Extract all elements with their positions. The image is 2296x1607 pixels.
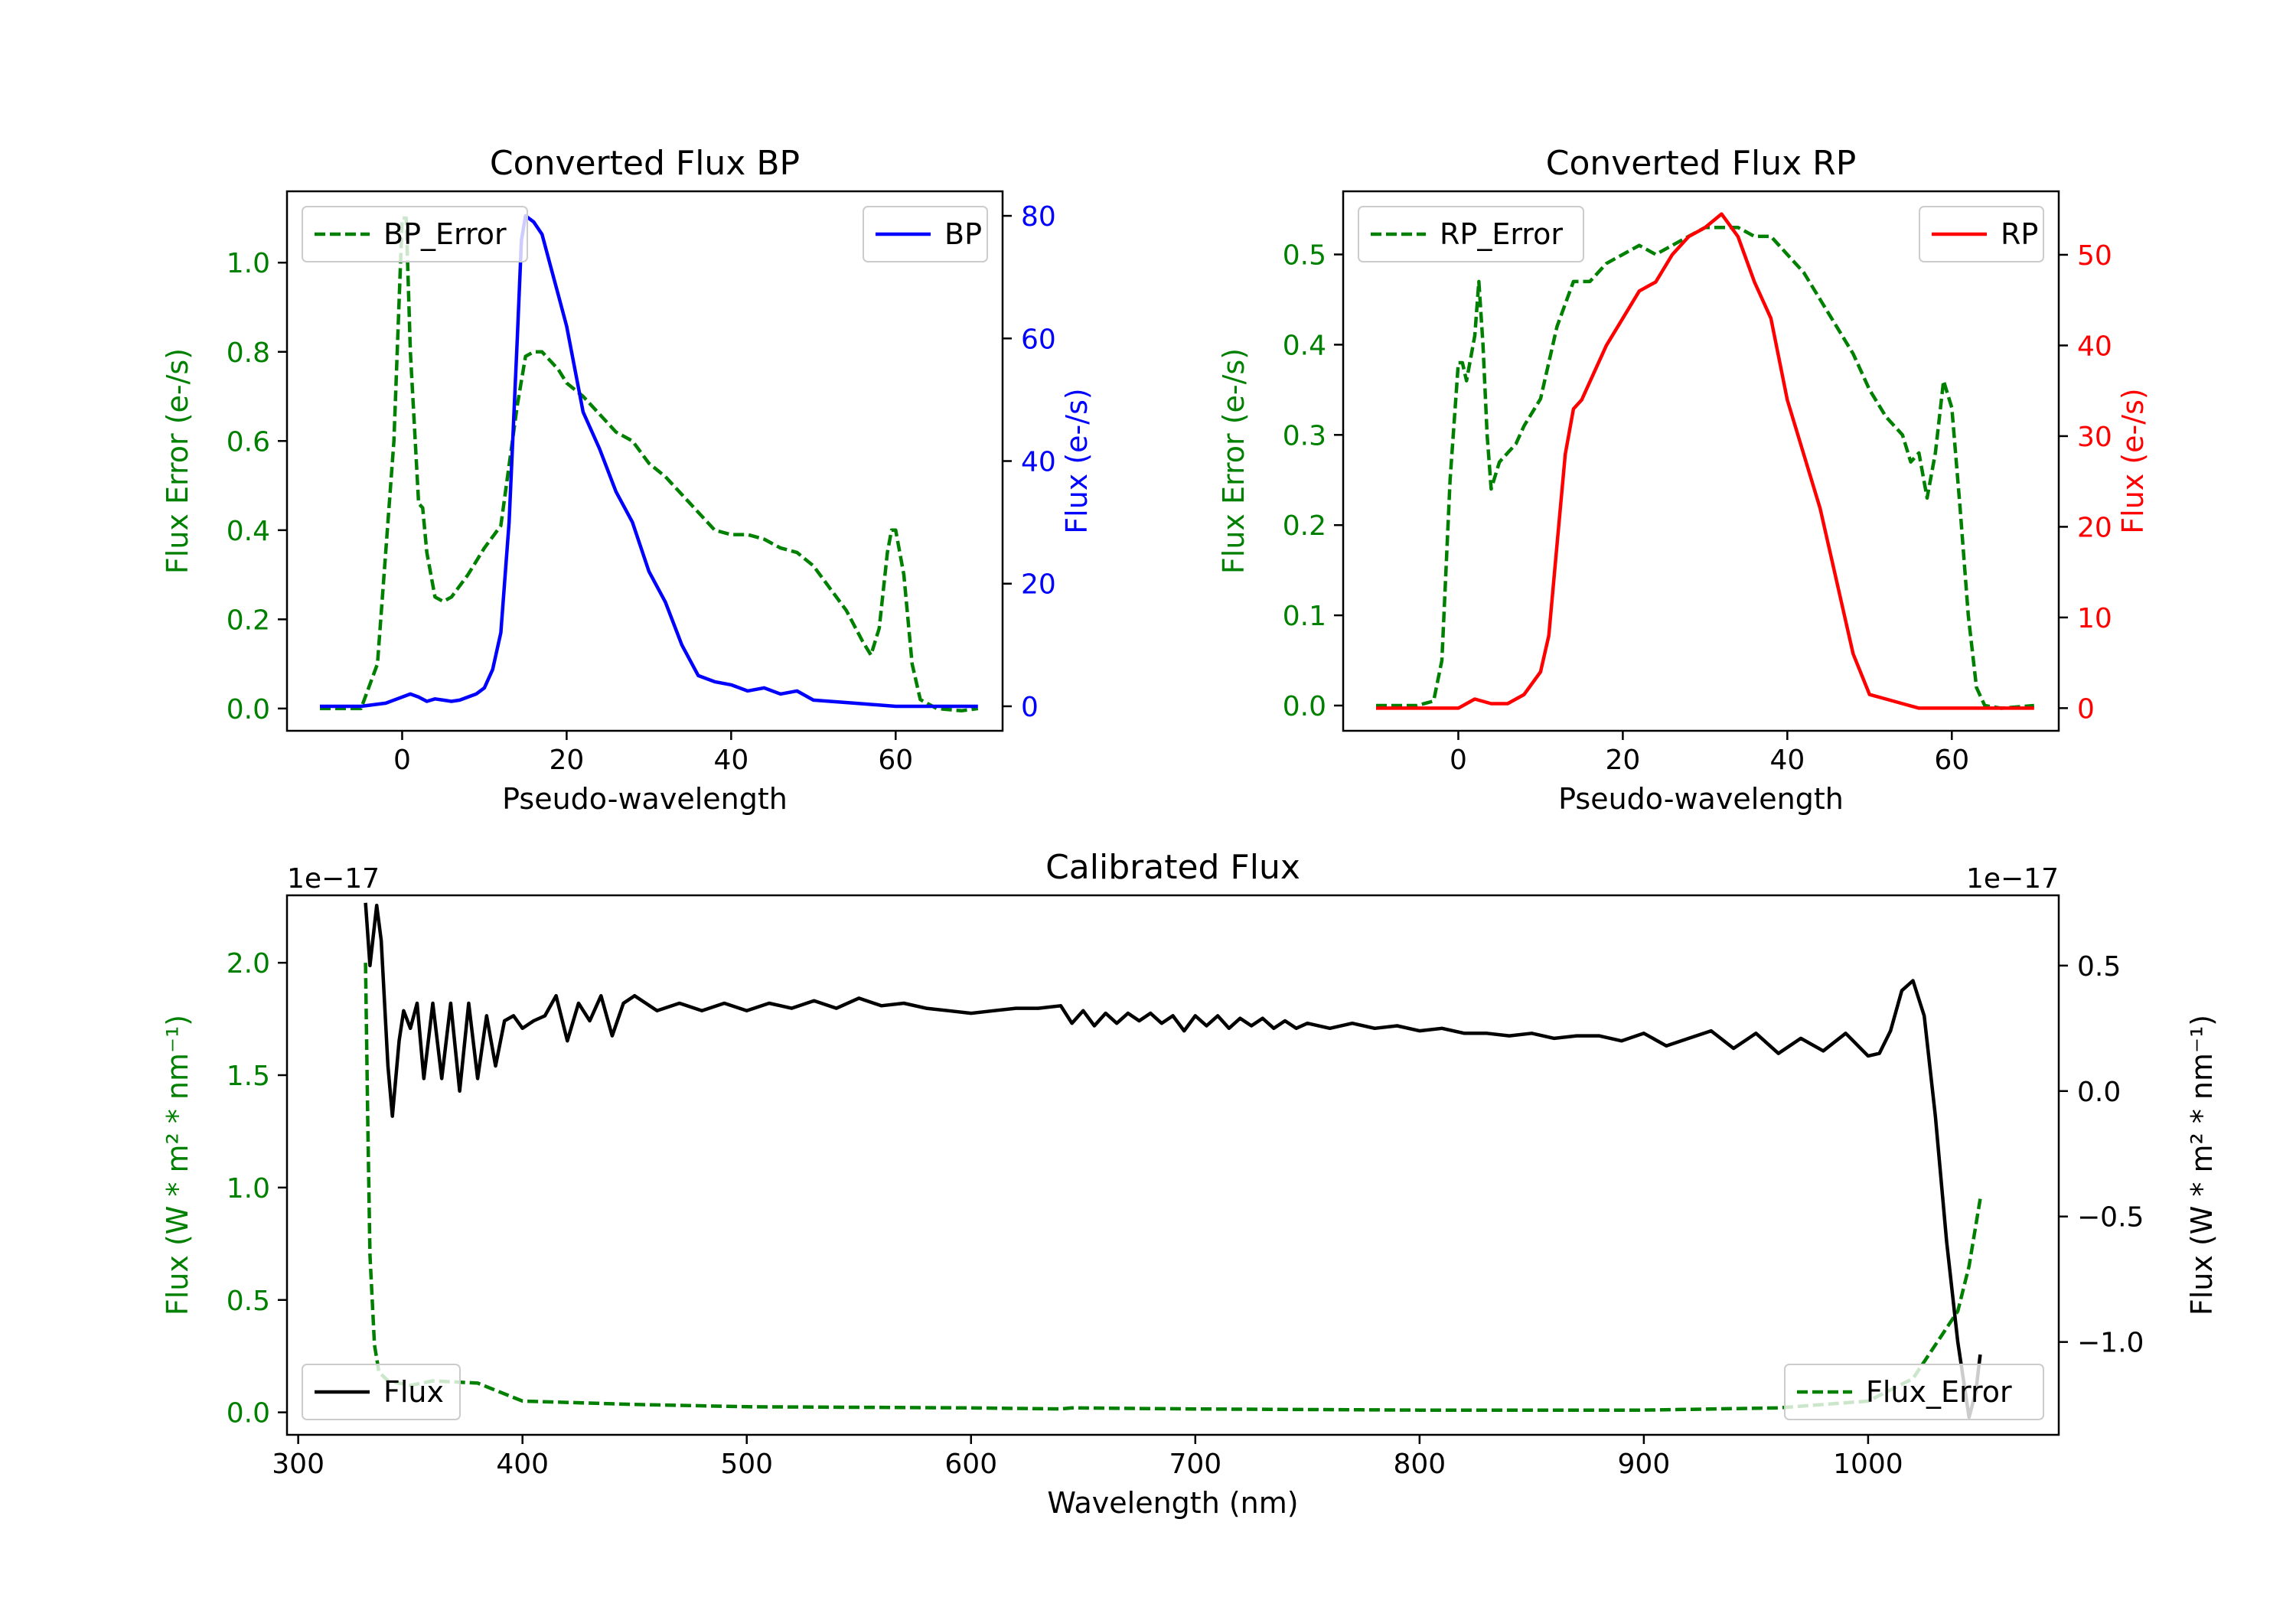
- bp-right-ytick-label: 40: [1021, 447, 1056, 478]
- bp-legend-bp: BP: [863, 206, 988, 262]
- calibrated-left-ytick-label: 2.0: [227, 948, 270, 980]
- rp-title: Converted Flux RP: [1546, 144, 1857, 183]
- bp-xtick-label: 40: [713, 745, 748, 776]
- calibrated-legend-label: Flux: [383, 1375, 444, 1409]
- calibrated-xtick-label: 500: [720, 1449, 773, 1480]
- rp-chart: Converted Flux RP 0 20 40 60 Pseudo-wavelengt…: [1217, 144, 2150, 816]
- bp-left-ytick-label: 0.8: [227, 337, 270, 369]
- rp-axes-frame: [1342, 190, 2060, 732]
- bp-left-ytick-label: 0.6: [227, 426, 270, 458]
- calibrated-xlabel: Wavelength (nm): [1047, 1486, 1298, 1520]
- rp-xtick-label: 60: [1934, 745, 1969, 776]
- rp-xlabel: Pseudo-wavelength: [1558, 782, 1844, 816]
- bp-title: Converted Flux BP: [490, 144, 800, 183]
- bp-chart: Converted Flux BP 0 20 40 60 Pseudo-wavelengt…: [161, 144, 1094, 816]
- bp-left-ytick-label: 0.4: [227, 516, 270, 547]
- rp-xtick-label: 20: [1605, 745, 1640, 776]
- rp-legend-label: RP_Error: [1440, 217, 1563, 251]
- bp-xtick-label: 0: [393, 745, 411, 776]
- bp-legend-label: BP: [944, 217, 982, 251]
- bp-left-ytick-label: 0.2: [227, 605, 270, 636]
- calibrated-right-ytick-label: −0.5: [2077, 1202, 2144, 1234]
- bp-right-ylabel: Flux (e-/s): [1060, 388, 1094, 533]
- bp-left-ytick-label: 0.0: [227, 694, 270, 725]
- calibrated-legend-flux-error: Flux_Error: [1784, 1364, 2044, 1420]
- bp-left-ytick-label: 1.0: [227, 248, 270, 279]
- bp-right-ytick-label: 80: [1021, 201, 1056, 233]
- rp-right-ytick-label: 30: [2077, 422, 2112, 453]
- calibrated-left-offset-text: 1e−17: [287, 863, 380, 895]
- calibrated-left-ytick-label: 0.0: [227, 1398, 270, 1429]
- rp-right-ytick-label: 10: [2077, 603, 2112, 634]
- calibrated-right-ytick-label: −1.0: [2077, 1328, 2144, 1359]
- calibrated-right-ytick-label: 0.0: [2077, 1077, 2121, 1108]
- bp-legend-bp-error: BP_Error: [302, 206, 528, 262]
- rp-xtick-label: 40: [1769, 745, 1805, 776]
- rp-left-ytick-label: 0.4: [1283, 330, 1326, 361]
- rp-left-ylabel: Flux Error (e-/s): [1217, 348, 1251, 574]
- calibrated-left-ytick-label: 1.5: [227, 1061, 270, 1092]
- rp-xtick-label: 0: [1450, 745, 1467, 776]
- calibrated-left-ylabel: Flux (W * m² * nm⁻¹): [161, 1015, 194, 1315]
- bp-xlabel: Pseudo-wavelength: [502, 782, 788, 816]
- rp-legend-label: RP: [2001, 217, 2038, 251]
- calibrated-left-ytick-label: 0.5: [227, 1286, 270, 1317]
- calibrated-chart: Calibrated Flux 300 400 500 600 700 800 900 1000…: [161, 848, 2219, 1520]
- rp-right-ylabel: Flux (e-/s): [2116, 388, 2150, 533]
- bp-axes-frame: [285, 190, 1004, 732]
- bp-right-ytick-label: 0: [1021, 692, 1039, 723]
- calibrated-xtick-label: 900: [1618, 1449, 1671, 1480]
- rp-right-ytick-label: 20: [2077, 512, 2112, 543]
- bp-xtick-label: 60: [878, 745, 913, 776]
- calibrated-xtick-label: 700: [1169, 1449, 1221, 1480]
- calibrated-right-offset-text: 1e−17: [1966, 863, 2059, 895]
- bp-right-ytick-label: 20: [1021, 569, 1056, 601]
- bp-series-bp: [320, 214, 978, 709]
- calibrated-legend-flux: Flux: [302, 1364, 461, 1420]
- rp-series-rp: [1376, 212, 2034, 710]
- rp-left-ytick-label: 0.2: [1283, 510, 1326, 542]
- calibrated-xtick-label: 300: [272, 1449, 325, 1480]
- calibrated-xtick-label: 600: [944, 1449, 997, 1480]
- rp-legend-rp: RP: [1919, 206, 2044, 262]
- rp-left-ytick-label: 0.0: [1283, 691, 1326, 722]
- rp-right-ytick-label: 40: [2077, 331, 2112, 362]
- bp-legend-label: BP_Error: [383, 217, 507, 251]
- calibrated-xtick-label: 1000: [1833, 1449, 1903, 1480]
- calibrated-xtick-label: 400: [496, 1449, 549, 1480]
- bp-left-ylabel: Flux Error (e-/s): [161, 348, 194, 574]
- calibrated-series-flux-error: [364, 963, 1982, 1412]
- rp-legend-rp-error: RP_Error: [1358, 206, 1584, 262]
- calibrated-xtick-label: 800: [1393, 1449, 1446, 1480]
- calibrated-series-flux: [364, 902, 1982, 1420]
- rp-series-rp-error: [1376, 225, 2034, 710]
- rp-left-ytick-label: 0.3: [1283, 420, 1326, 451]
- rp-left-ytick-label: 0.1: [1283, 601, 1326, 632]
- calibrated-left-ytick-label: 1.0: [227, 1173, 270, 1204]
- calibrated-legend-label: Flux_Error: [1866, 1375, 2012, 1409]
- bp-series-bp-error: [320, 216, 979, 713]
- calibrated-right-ytick-label: 0.5: [2077, 951, 2121, 983]
- bp-right-ytick-label: 60: [1021, 324, 1056, 355]
- rp-right-ytick-label: 50: [2077, 240, 2112, 272]
- calibrated-title: Calibrated Flux: [1045, 848, 1300, 887]
- bp-xtick-label: 20: [549, 745, 584, 776]
- calibrated-right-ylabel: Flux (W * m² * nm⁻¹): [2185, 1015, 2219, 1315]
- rp-right-ytick-label: 0: [2077, 693, 2095, 725]
- calibrated-axes-frame: [285, 894, 2060, 1436]
- rp-left-ytick-label: 0.5: [1283, 240, 1326, 272]
